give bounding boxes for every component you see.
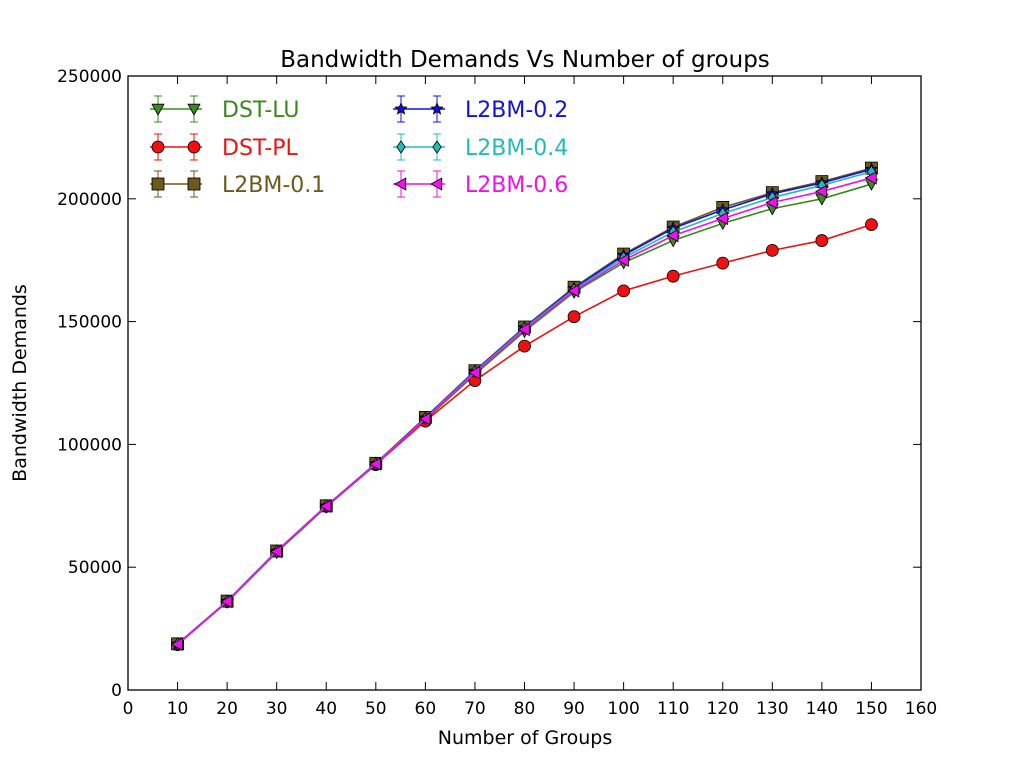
legend-marker xyxy=(432,140,442,154)
legend-label: L2BM-0.6 xyxy=(465,173,568,198)
plot-frame xyxy=(127,75,922,691)
series-l2bm-0-1 xyxy=(171,161,878,651)
data-point xyxy=(319,499,332,513)
data-point xyxy=(765,243,779,257)
data-point xyxy=(518,339,531,353)
x-tick-label: 130 xyxy=(756,699,788,719)
data-point xyxy=(567,310,581,324)
y-tick-label: 50000 xyxy=(68,558,122,578)
legend-entry: L2BM-0.4 xyxy=(393,133,568,161)
series-layer xyxy=(170,161,879,652)
legend-marker xyxy=(151,177,165,191)
x-tick-label: 60 xyxy=(415,699,437,719)
legend-label: DST-PL xyxy=(222,136,299,161)
legend-entry: L2BM-0.6 xyxy=(393,170,568,198)
data-point xyxy=(220,594,233,609)
series-l2bm-0-2 xyxy=(170,162,879,650)
data-point xyxy=(716,256,730,270)
y-tick-label: 200000 xyxy=(57,190,122,210)
x-tick-label: 80 xyxy=(514,699,536,719)
y-tick-label: 0 xyxy=(111,681,122,701)
data-point xyxy=(765,195,778,210)
y-tick-label: 150000 xyxy=(57,313,122,333)
x-tick-label: 110 xyxy=(657,699,689,719)
legend-entry: DST-LU xyxy=(150,95,300,123)
legend-label: L2BM-0.1 xyxy=(222,173,325,198)
legend-entry: L2BM-0.1 xyxy=(150,170,325,198)
data-point xyxy=(864,171,877,185)
legend-marker xyxy=(430,101,444,115)
y-axis-label: Bandwidth Demands xyxy=(9,284,31,482)
data-point xyxy=(517,322,530,337)
axes-ticks: 0 10 20 30 40 50 60 70 80 90 100 110 120 130 140 150 160… xyxy=(57,67,937,719)
x-tick-label: 0 xyxy=(123,699,134,719)
legend-label: DST-LU xyxy=(222,98,300,123)
legend-marker xyxy=(394,177,407,191)
x-tick-label: 70 xyxy=(464,699,486,719)
x-tick-label: 160 xyxy=(905,699,937,719)
legend-marker xyxy=(394,101,408,115)
data-point xyxy=(567,284,580,298)
data-point xyxy=(617,284,631,298)
data-point xyxy=(468,366,481,380)
data-point xyxy=(815,234,829,247)
series-l2bm-0-4 xyxy=(172,165,877,651)
y-tick-label: 250000 xyxy=(57,67,122,87)
series-l2bm-0-6 xyxy=(170,171,877,651)
legend-marker xyxy=(187,103,201,116)
x-tick-label: 90 xyxy=(563,699,585,719)
x-tick-label: 50 xyxy=(365,699,387,719)
series-line xyxy=(177,171,872,645)
data-point xyxy=(269,544,282,559)
legend-marker xyxy=(151,140,165,154)
data-point xyxy=(616,253,629,267)
legend-marker xyxy=(430,177,443,191)
legend-entry: L2BM-0.2 xyxy=(393,95,568,123)
legend-marker xyxy=(187,140,201,154)
data-point xyxy=(418,412,431,426)
x-tick-label: 120 xyxy=(707,699,739,719)
data-point xyxy=(815,184,828,199)
data-point xyxy=(666,228,679,243)
data-point xyxy=(865,218,878,231)
x-tick-label: 40 xyxy=(315,699,337,719)
series-line xyxy=(177,168,872,645)
series-line xyxy=(177,167,872,645)
legend-marker xyxy=(396,140,406,154)
legend-entry: DST-PL xyxy=(150,133,299,161)
legend-marker xyxy=(187,177,201,191)
x-tick-label: 100 xyxy=(607,699,639,719)
x-tick-label: 10 xyxy=(167,699,189,719)
x-axis-label: Number of Groups xyxy=(438,727,612,749)
x-tick-label: 30 xyxy=(266,699,288,719)
data-point xyxy=(368,457,382,471)
x-tick-label: 20 xyxy=(216,699,238,719)
series-line xyxy=(177,223,872,646)
x-tick-label: 150 xyxy=(855,699,887,719)
chart-title: Bandwidth Demands Vs Number of groups xyxy=(280,47,770,73)
data-point xyxy=(666,269,680,283)
data-point xyxy=(170,637,183,651)
legend: DST-LU DST-PL L2BM-0.1 L2BM-0.2 L2BM-0.4 L2BM… xyxy=(150,95,568,198)
legend-marker xyxy=(151,103,165,116)
series-dst-pl xyxy=(171,218,878,651)
x-tick-label: 140 xyxy=(806,699,838,719)
y-tick-label: 100000 xyxy=(57,435,122,455)
data-point xyxy=(715,211,728,226)
legend-label: L2BM-0.2 xyxy=(465,98,568,123)
legend-label: L2BM-0.4 xyxy=(465,136,568,161)
